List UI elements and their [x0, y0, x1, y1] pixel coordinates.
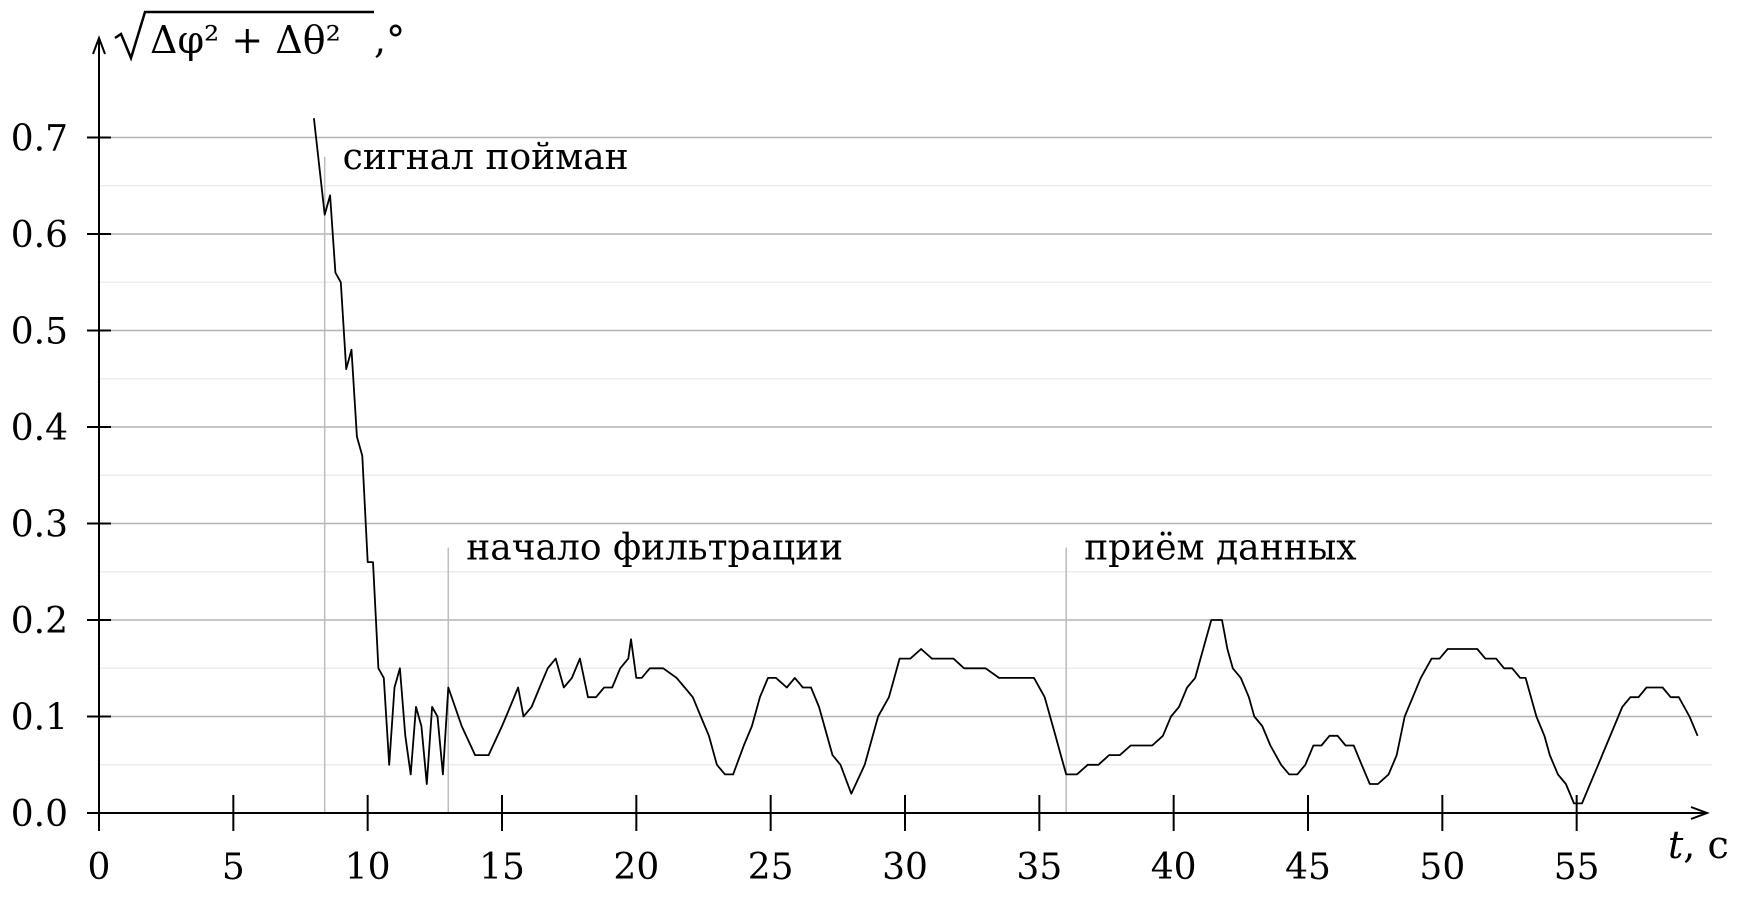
x-tick-label-5: 5 [222, 847, 245, 888]
y-ticks: 0.0 0.1 0.2 0.3 0.4 0.5 0.6 0.7 [11, 119, 111, 835]
annotation-label-1: начало фильтрации [466, 528, 843, 569]
x-tick-label-50: 50 [1419, 847, 1465, 888]
x-tick-label-25: 25 [748, 847, 794, 888]
annotation-label-0: сигнал пойман [343, 137, 629, 178]
y-axis-title: Δφ² + Δθ² ,° [114, 10, 405, 62]
major-grid [99, 136, 1712, 718]
y-axis-unit: ,° [374, 18, 405, 62]
y-tick-label-3: 0.3 [11, 505, 68, 546]
y-tick-label-0: 0.0 [11, 794, 68, 835]
annotation-label-2: приём данных [1084, 528, 1356, 569]
x-tick-label-20: 20 [613, 847, 659, 888]
x-axis-arrow [1690, 806, 1710, 820]
series-line-error [313, 118, 1699, 805]
y-tick-label-1: 0.1 [11, 698, 68, 739]
x-tick-label-30: 30 [882, 847, 928, 888]
x-tick-label-40: 40 [1151, 847, 1197, 888]
series-layer [313, 118, 1699, 805]
sqrt-sign [114, 10, 374, 62]
x-tick-label-35: 35 [1016, 847, 1062, 888]
minor-grid [99, 185, 1712, 766]
y-tick-label-4: 0.4 [11, 408, 68, 449]
annotation-labels: сигнал пойман начало фильтрации приём данн… [343, 137, 1357, 569]
y-tick-label-6: 0.6 [11, 215, 68, 256]
x-tick-label-45: 45 [1285, 847, 1331, 888]
y-tick-label-5: 0.5 [11, 312, 68, 353]
y-tick-label-2: 0.2 [11, 601, 68, 642]
x-tick-label-55: 55 [1554, 847, 1600, 888]
x-tick-label-10: 10 [345, 847, 391, 888]
annotation-markers [323, 156, 1067, 813]
x-tick-label-0: 0 [88, 847, 111, 888]
y-axis-arrow [92, 35, 106, 55]
x-ticks: 0 5 10 15 20 25 30 35 40 45 50 55 [88, 795, 1600, 888]
x-tick-label-15: 15 [479, 847, 525, 888]
x-axis-var: t [1668, 823, 1684, 867]
x-axis-unit: , c [1683, 823, 1728, 867]
x-axis-title: t, c [1668, 823, 1729, 867]
axes [92, 35, 1710, 825]
y-tick-label-7: 0.7 [11, 119, 68, 160]
y-axis-radicand: Δφ² + Δθ² [150, 18, 341, 62]
